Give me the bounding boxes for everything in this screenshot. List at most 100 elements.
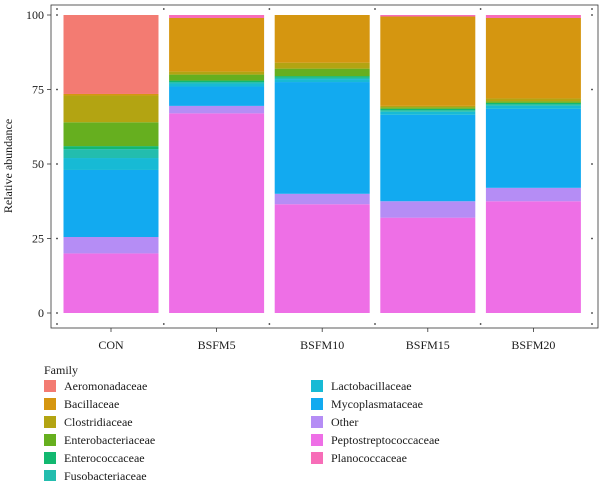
- bar-segment: [485, 17, 581, 99]
- bar-segment: [169, 113, 265, 313]
- bar-segment: [169, 15, 265, 18]
- bar-segment: [485, 102, 581, 105]
- bar-segment: [63, 149, 159, 159]
- bar-segment: [169, 74, 265, 81]
- x-tick-label: CON: [98, 338, 124, 352]
- panel-dot: [56, 323, 58, 325]
- panel-dot: [162, 8, 165, 10]
- bar-segment: [274, 79, 370, 83]
- bar-segment: [274, 193, 370, 205]
- panel-dot: [591, 14, 593, 16]
- bar-segment: [274, 68, 370, 77]
- legend-label: Clostridiaceae: [64, 415, 133, 429]
- legend-swatch: [44, 434, 56, 446]
- bar-segment: [63, 93, 159, 96]
- bar-segment: [169, 86, 265, 106]
- bars-group: [63, 15, 581, 313]
- bar-segment: [274, 77, 370, 80]
- bar-segment: [485, 101, 581, 103]
- bar-segment: [485, 201, 581, 313]
- bar-segment: [485, 108, 581, 188]
- panel-dot: [56, 8, 58, 10]
- y-tick-label: 75: [32, 83, 44, 97]
- x-tick-label: BSFM10: [300, 338, 344, 352]
- bar-segment: [63, 253, 159, 313]
- bar-segment: [63, 15, 159, 94]
- panel-dot: [479, 323, 482, 325]
- bar-segment: [169, 82, 265, 84]
- bar-segment: [380, 108, 476, 111]
- y-tick-label: 0: [38, 306, 44, 320]
- bar-segment: [380, 105, 476, 108]
- bar-segment: [63, 122, 159, 147]
- bar-segment: [485, 15, 581, 18]
- x-tick-label: BSFM20: [511, 338, 555, 352]
- legend-label: Planococcaceae: [331, 451, 407, 465]
- legend-swatch: [311, 416, 323, 428]
- legend-label: Other: [331, 415, 358, 429]
- bar-segment: [485, 104, 581, 106]
- bar-segment: [169, 105, 265, 114]
- bar-segment: [63, 237, 159, 254]
- panel-dot: [374, 8, 376, 10]
- legend-label: Fusobacteriaceae: [64, 469, 147, 481]
- panel-dot: [268, 8, 271, 10]
- panel-dot: [591, 312, 593, 314]
- bar-segment: [63, 169, 159, 238]
- y-tick-label: 50: [32, 157, 44, 171]
- bar-segment: [380, 111, 476, 115]
- panel-dots-group: [56, 8, 593, 325]
- legend-swatch: [44, 416, 56, 428]
- legend-swatch: [44, 470, 56, 481]
- bar-segment: [380, 16, 476, 106]
- legend-label: Mycoplasmataceae: [331, 397, 423, 411]
- legend-label: Enterococcaceae: [64, 451, 145, 465]
- panel-dot: [56, 88, 58, 91]
- legend-swatch: [44, 452, 56, 464]
- panel-dot: [56, 237, 58, 240]
- x-axis: CON BSFM5 BSFM10 BSFM15 BSFM20: [98, 328, 555, 352]
- panel-dot: [374, 323, 376, 325]
- bar-segment: [274, 204, 370, 313]
- bar-segment: [485, 187, 581, 202]
- y-tick-label: 100: [26, 8, 44, 22]
- y-axis-title: Relative abundance: [1, 119, 15, 213]
- bar-segment: [380, 217, 476, 313]
- bar-segment: [274, 15, 370, 63]
- panel-dot: [591, 8, 593, 10]
- panel-dot: [591, 88, 593, 91]
- legend-label: Peptostreptococcaceae: [331, 433, 440, 447]
- bar-segment: [380, 114, 476, 202]
- legend-label: Lactobacillaceae: [331, 379, 412, 393]
- legend-swatch: [44, 398, 56, 410]
- panel-dot: [56, 312, 58, 314]
- plot-panel: [50, 4, 599, 329]
- legend: Aeromonadaceae Bacillaceae Clostridiaceae E…: [44, 379, 440, 481]
- y-tick-label: 25: [32, 232, 44, 246]
- legend-label: Bacillaceae: [64, 397, 119, 411]
- legend-title: Family: [44, 363, 78, 377]
- y-axis: 0 25 50 75 100: [26, 8, 51, 320]
- legend-swatch: [311, 398, 323, 410]
- panel-dot: [591, 323, 593, 325]
- panel-dot: [162, 323, 165, 325]
- legend-swatch: [311, 434, 323, 446]
- bar-segment: [274, 62, 370, 69]
- bar-segment: [63, 95, 159, 123]
- bar-segment: [380, 201, 476, 218]
- panel-dot: [268, 323, 271, 325]
- bar-segment: [169, 71, 265, 75]
- bar-segment: [169, 17, 265, 72]
- bar-segment: [63, 146, 159, 150]
- bar-segment: [274, 82, 370, 194]
- bar-segment: [169, 80, 265, 83]
- bar-segment: [274, 76, 370, 78]
- bar-segment: [380, 15, 476, 17]
- legend-swatch: [311, 452, 323, 464]
- bar-segment: [485, 98, 581, 102]
- panel-dot: [591, 237, 593, 240]
- legend-swatch: [44, 380, 56, 392]
- panel-dot: [56, 163, 58, 165]
- x-tick-label: BSFM5: [198, 338, 236, 352]
